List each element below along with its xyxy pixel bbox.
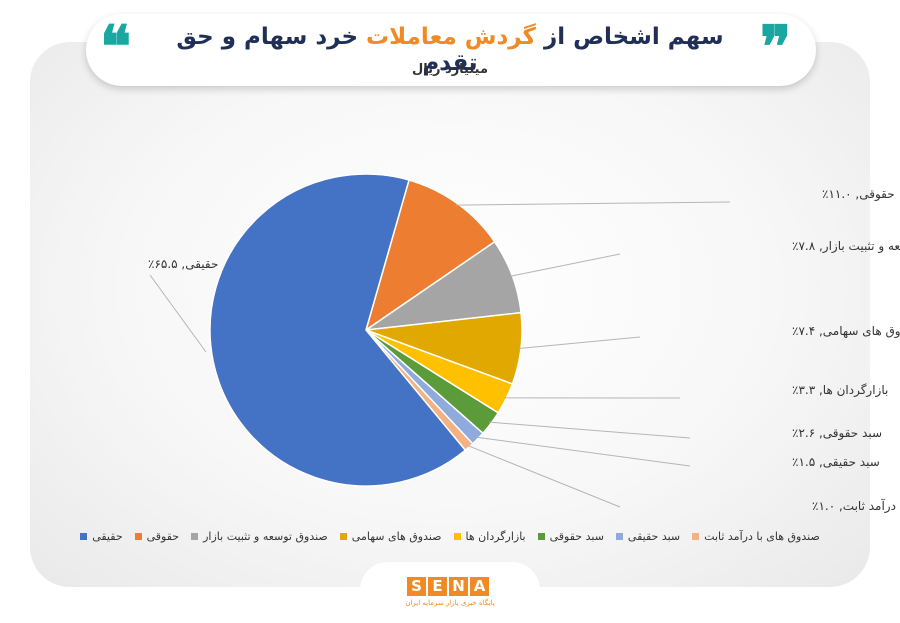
logo-letter: N <box>449 577 468 596</box>
data-label: صندوق توسعه و تثبیت بازار, ۷.۸٪ <box>792 239 900 254</box>
legend-label: صندوق های با درآمد ثابت <box>704 529 820 543</box>
legend-label: حقیقی <box>92 529 123 543</box>
leader-line <box>149 274 207 353</box>
legend-label: صندوق های سهامی <box>351 529 442 543</box>
legend-entry: سبد حقیقی <box>615 527 681 545</box>
legend-swatch <box>134 532 142 540</box>
pie-slice <box>209 173 467 487</box>
logo-letter: A <box>470 577 489 596</box>
legend-swatch <box>191 532 199 540</box>
legend-entry: حقوقی <box>134 527 180 545</box>
chart-legend: حقیقی حقوقی صندوق توسعه و تثبیت بازار صندوق… <box>80 527 820 545</box>
legend-entry: صندوق های سهامی <box>339 527 442 545</box>
title-highlight: گردش معاملات <box>366 24 536 50</box>
legend-label: سبد حقیقی <box>627 529 681 543</box>
logo-letter: E <box>428 577 447 596</box>
legend-label: صندوق توسعه و تثبیت بازار <box>203 529 328 543</box>
leader-line <box>456 201 731 206</box>
data-label: صندوق های سهامی, ۷.۴٪ <box>792 324 900 339</box>
logo-tagline: پایگاه خبری بازار سرمایه ایران <box>405 599 495 607</box>
chart-subtitle: میلیارد ریال <box>411 62 489 77</box>
open-quote-icon: ❝ <box>100 13 132 81</box>
legend-label: بازارگردان ها <box>465 529 526 543</box>
data-label: سبد حقوقی, ۲.۶٪ <box>792 426 882 441</box>
data-label: صندوق های با درآمد ثابت, ۱.۰٪ <box>812 498 900 514</box>
leader-line <box>467 445 621 508</box>
logo-letter: S <box>407 577 426 596</box>
legend-swatch <box>453 532 461 540</box>
leader-line <box>518 336 641 350</box>
legend-entry: صندوق توسعه و تثبیت بازار <box>191 527 328 545</box>
legend-swatch <box>537 532 545 540</box>
leader-line <box>510 253 621 277</box>
legend-swatch <box>80 532 88 540</box>
close-quote-icon: ❞ <box>760 13 792 81</box>
legend-label: سبد حقوقی <box>549 529 604 543</box>
legend-entry: حقیقی <box>80 527 123 545</box>
leader-line <box>476 436 691 467</box>
data-label: حقوقی, ۱۱.۰٪ <box>822 187 895 202</box>
legend-entry: سبد حقوقی <box>537 527 604 545</box>
data-label: بازارگردان ها, ۳.۳٪ <box>792 383 888 398</box>
data-label: حقیقی, ۶۵.۵٪ <box>148 257 218 271</box>
legend-entry: بازارگردان ها <box>453 527 526 545</box>
pie-slice <box>364 179 496 332</box>
legend-swatch <box>339 532 347 540</box>
data-label: سبد حقیقی, ۱.۵٪ <box>792 455 880 469</box>
legend-label: حقوقی <box>146 529 180 543</box>
chart-title: سهم اشخاص از گردش معاملات خرد سهام و حق … <box>176 24 724 76</box>
legend-entry: صندوق های با درآمد ثابت <box>692 527 820 545</box>
title-banner <box>86 14 816 86</box>
legend-swatch <box>615 532 623 540</box>
leader-line <box>489 421 691 439</box>
legend-swatch <box>692 532 700 540</box>
